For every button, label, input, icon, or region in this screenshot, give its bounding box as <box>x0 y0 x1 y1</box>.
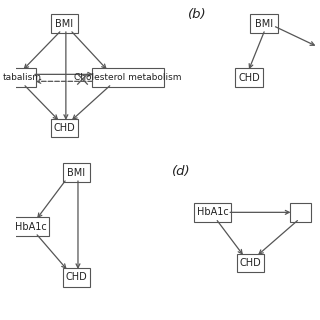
FancyBboxPatch shape <box>250 14 278 33</box>
Text: BMI: BMI <box>68 168 85 178</box>
Text: CHD: CHD <box>53 123 75 133</box>
Text: HbA1c: HbA1c <box>197 207 228 217</box>
Text: BMI: BMI <box>55 19 73 28</box>
Text: CHD: CHD <box>240 258 261 268</box>
Text: CHD: CHD <box>238 73 260 83</box>
FancyBboxPatch shape <box>290 203 311 221</box>
FancyBboxPatch shape <box>13 217 49 236</box>
FancyBboxPatch shape <box>235 68 263 87</box>
FancyBboxPatch shape <box>63 268 90 287</box>
Text: tabalism: tabalism <box>3 73 42 82</box>
Text: CHD: CHD <box>66 272 87 282</box>
FancyBboxPatch shape <box>92 68 164 87</box>
Text: BMI: BMI <box>255 19 273 28</box>
Text: HbA1c: HbA1c <box>15 222 47 232</box>
FancyBboxPatch shape <box>237 254 264 272</box>
Text: (b): (b) <box>188 8 207 20</box>
Text: (d): (d) <box>172 164 190 178</box>
FancyBboxPatch shape <box>51 119 78 138</box>
FancyBboxPatch shape <box>8 68 36 87</box>
FancyBboxPatch shape <box>194 203 231 221</box>
FancyBboxPatch shape <box>51 14 78 33</box>
Text: Cholesterol metabolism: Cholesterol metabolism <box>74 73 182 82</box>
FancyBboxPatch shape <box>63 164 90 182</box>
